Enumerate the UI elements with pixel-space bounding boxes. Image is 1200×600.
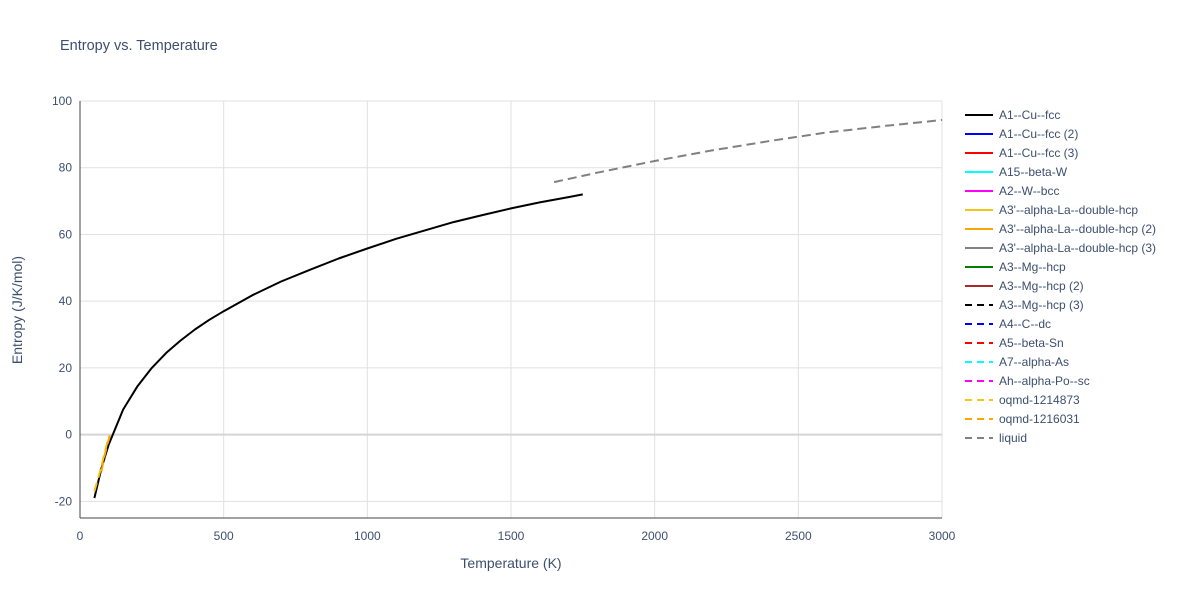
- legend-label: A1--Cu--fcc: [999, 108, 1060, 122]
- chart-title: Entropy vs. Temperature: [60, 38, 218, 54]
- legend-item-a4-c-dc[interactable]: A4--C--dc: [965, 317, 1051, 331]
- legend-label: A15--beta-W: [999, 165, 1068, 179]
- x-tick-label: 2000: [641, 529, 668, 543]
- x-tick-label: 500: [214, 529, 234, 543]
- legend-item-liquid[interactable]: liquid: [965, 431, 1027, 445]
- legend-label: Ah--alpha-Po--sc: [999, 374, 1090, 388]
- x-tick-label: 3000: [929, 529, 956, 543]
- legend-item-a3-alpha-la-double-hcp-3[interactable]: A3'--alpha-La--double-hcp (3): [965, 241, 1156, 255]
- legend-label: A3'--alpha-La--double-hcp: [999, 203, 1138, 217]
- y-tick-label: 20: [59, 361, 73, 375]
- legend-item-a2-w-bcc[interactable]: A2--W--bcc: [965, 184, 1059, 198]
- axes: 0 500 1000 1500 2000 2500 3000 -20 0 20 40 60 80 100: [52, 94, 956, 543]
- legend-item-a3-mg-hcp-2[interactable]: A3--Mg--hcp (2): [965, 279, 1084, 293]
- y-tick-label: 60: [59, 227, 73, 241]
- plot-area: [93, 119, 943, 499]
- legend-item-a3-mg-hcp-3[interactable]: A3--Mg--hcp (3): [965, 298, 1084, 312]
- legend-item-oqmd-1216031[interactable]: oqmd-1216031: [965, 412, 1080, 426]
- x-tick-label: 1000: [354, 529, 381, 543]
- legend-item-a7-alpha-as[interactable]: A7--alpha-As: [965, 355, 1069, 369]
- legend-item-a3-alpha-la-double-hcp-2[interactable]: A3'--alpha-La--double-hcp (2): [965, 222, 1156, 236]
- legend-label: A3--Mg--hcp: [999, 260, 1066, 274]
- legend-label: A3'--alpha-La--double-hcp (3): [999, 241, 1156, 255]
- legend-label: A5--beta-Sn: [999, 336, 1064, 350]
- legend-label: A1--Cu--fcc (3): [999, 146, 1078, 160]
- legend-item-a1-cu-fcc-2[interactable]: A1--Cu--fcc (2): [965, 127, 1078, 141]
- legend-label: oqmd-1216031: [999, 412, 1080, 426]
- y-tick-label: 100: [52, 94, 72, 108]
- y-axis-label: Entropy (J/K/mol): [9, 256, 25, 364]
- legend-label: A3--Mg--hcp (3): [999, 298, 1084, 312]
- legend-item-a3-alpha-la-double-hcp[interactable]: A3'--alpha-La--double-hcp: [965, 203, 1138, 217]
- legend-item-a1-cu-fcc[interactable]: A1--Cu--fcc: [965, 108, 1060, 122]
- series-line-a1-cu-fcc: [93, 193, 583, 499]
- y-tick-label: 40: [59, 294, 73, 308]
- legend-label: oqmd-1214873: [999, 393, 1080, 407]
- gridlines: [80, 100, 943, 518]
- y-tick-label: 80: [59, 161, 73, 175]
- legend-item-a1-cu-fcc-3[interactable]: A1--Cu--fcc (3): [965, 146, 1078, 160]
- series-line-liquid: [553, 119, 943, 184]
- legend-label: A1--Cu--fcc (2): [999, 127, 1078, 141]
- legend-item-a3-mg-hcp[interactable]: A3--Mg--hcp: [965, 260, 1066, 274]
- series-line-oqmd-1214873: [93, 436, 110, 492]
- legend-label: A2--W--bcc: [999, 184, 1059, 198]
- y-tick-label: 0: [65, 428, 72, 442]
- legend-label: liquid: [999, 431, 1027, 445]
- legend-item-oqmd-1214873[interactable]: oqmd-1214873: [965, 393, 1080, 407]
- x-axis-label: Temperature (K): [460, 555, 561, 571]
- x-tick-label: 1500: [498, 529, 525, 543]
- y-tick-label: -20: [55, 494, 73, 508]
- x-tick-label: 2500: [785, 529, 812, 543]
- legend-label: A3'--alpha-La--double-hcp (2): [999, 222, 1156, 236]
- x-tick-label: 0: [77, 529, 84, 543]
- legend-label: A4--C--dc: [999, 317, 1051, 331]
- legend-item-a5-beta-sn[interactable]: A5--beta-Sn: [965, 336, 1064, 350]
- legend[interactable]: A1--Cu--fcc A1--Cu--fcc (2) A1--Cu--fcc (3…: [965, 108, 1156, 445]
- series-line-oqmd-1216031: [100, 434, 112, 472]
- legend-item-ah-alpha-po-sc[interactable]: Ah--alpha-Po--sc: [965, 374, 1090, 388]
- legend-item-a15-beta-w[interactable]: A15--beta-W: [965, 165, 1068, 179]
- legend-label: A7--alpha-As: [999, 355, 1069, 369]
- legend-label: A3--Mg--hcp (2): [999, 279, 1084, 293]
